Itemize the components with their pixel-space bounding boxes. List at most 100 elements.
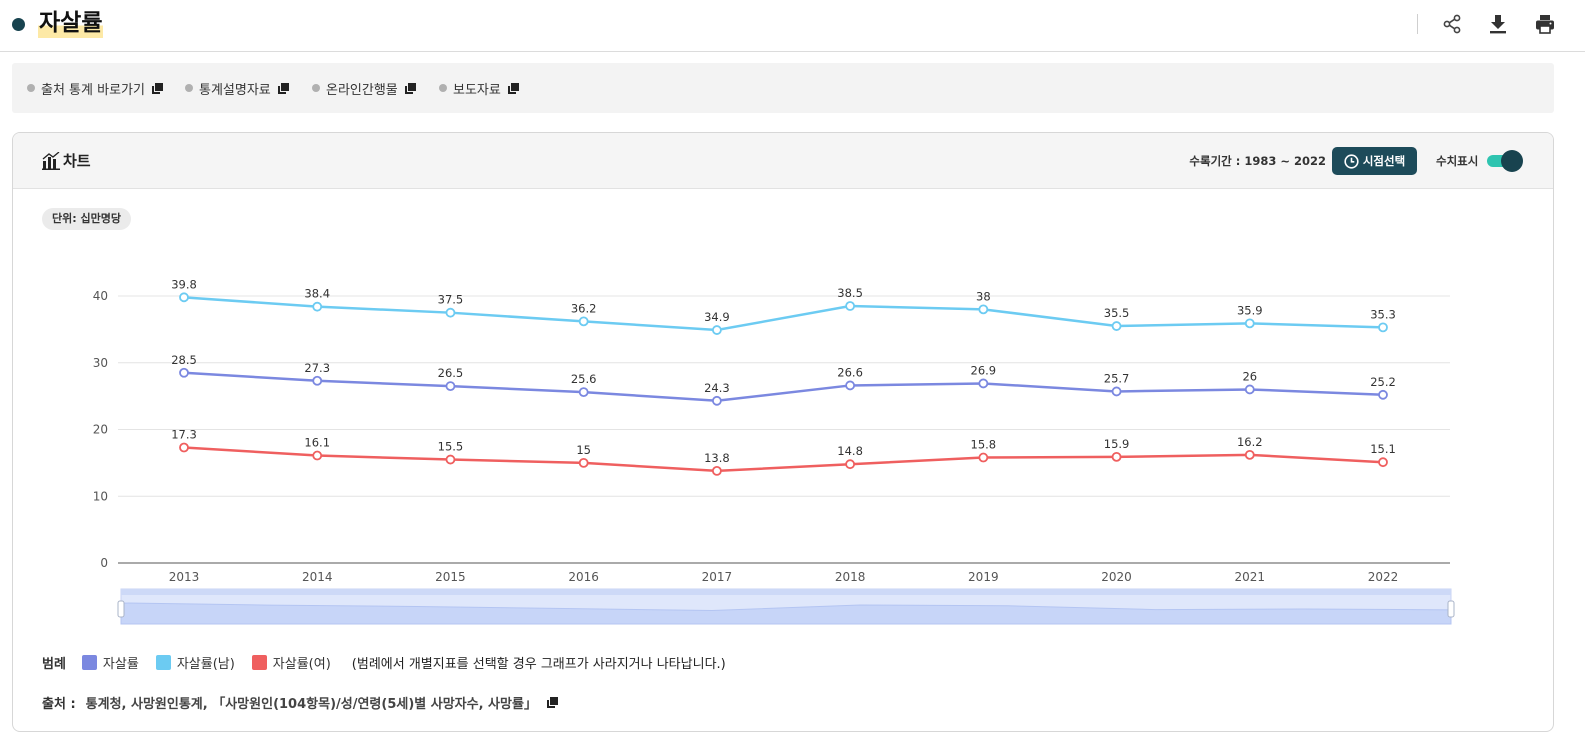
print-button[interactable] bbox=[1533, 12, 1557, 36]
data-point bbox=[1244, 318, 1255, 329]
data-point bbox=[711, 325, 722, 335]
data-label: 35.5 bbox=[1104, 306, 1130, 320]
series-line bbox=[183, 446, 1384, 473]
data-point bbox=[1111, 386, 1122, 397]
data-point bbox=[845, 380, 856, 391]
data-label: 26.9 bbox=[971, 363, 997, 377]
chart-panel: 차트 수록기간 : 1983 ~ 2022 시점선택 수치표시 단위: 십만명당… bbox=[12, 132, 1554, 732]
data-point bbox=[445, 307, 456, 318]
legend-swatch bbox=[251, 654, 267, 670]
x-tick-label: 2013 bbox=[169, 570, 200, 584]
external-link-icon bbox=[277, 82, 289, 94]
link-statistics-description[interactable]: 통계설명자료 bbox=[185, 80, 289, 98]
data-point bbox=[578, 316, 589, 327]
data-label: 35.9 bbox=[1237, 303, 1263, 317]
link-source-statistics[interactable]: 출처 통계 바로가기 bbox=[27, 80, 163, 98]
data-point bbox=[1111, 451, 1122, 462]
value-display-toggle[interactable] bbox=[1487, 150, 1525, 172]
data-label: 38.5 bbox=[837, 286, 863, 300]
data-label: 16.1 bbox=[304, 436, 330, 450]
y-tick-label: 20 bbox=[93, 423, 108, 437]
data-point bbox=[845, 459, 856, 470]
time-select-button[interactable]: 시점선택 bbox=[1332, 147, 1417, 175]
x-tick-label: 2016 bbox=[568, 570, 599, 584]
data-label: 37.5 bbox=[438, 293, 464, 307]
y-tick-label: 0 bbox=[100, 556, 108, 570]
line-chart: 0 10 20 30 40 2013 2014 2015 2016 2017 2018 2019 202… bbox=[93, 277, 1455, 625]
chart-panel-header: 차트 수록기간 : 1983 ~ 2022 시점선택 수치표시 bbox=[13, 133, 1553, 189]
source-title: 출처 : bbox=[42, 696, 76, 712]
legend-note: (범례에서 개별지표를 선택할 경우 그래프가 사라지거나 나타납니다.) bbox=[351, 656, 726, 672]
data-point bbox=[978, 452, 989, 463]
range-handle-right[interactable] bbox=[1447, 600, 1455, 618]
y-tick-label: 10 bbox=[93, 489, 108, 503]
source-text: 통계청, 사망원인통계, 「사망원인(104항목)/성/연령(5세)별 사망자수… bbox=[85, 696, 537, 712]
data-label: 25.2 bbox=[1370, 375, 1396, 389]
data-point bbox=[1244, 449, 1255, 460]
y-tick-label: 40 bbox=[93, 289, 108, 303]
link-press-release[interactable]: 보도자료 bbox=[439, 80, 519, 98]
data-label: 25.6 bbox=[571, 372, 597, 386]
bar-chart-icon bbox=[42, 152, 60, 170]
data-point bbox=[711, 395, 722, 406]
data-label: 15.5 bbox=[438, 440, 464, 454]
series-line bbox=[183, 296, 1384, 332]
data-point bbox=[978, 304, 989, 315]
data-label: 35.3 bbox=[1370, 307, 1396, 321]
x-tick-label: 2014 bbox=[302, 570, 333, 584]
external-link-icon bbox=[507, 82, 519, 94]
data-point bbox=[1378, 322, 1388, 333]
clock-icon bbox=[1344, 153, 1359, 169]
legend-item-suicide-rate-male[interactable]: 자살률(남) bbox=[155, 653, 235, 672]
legend-label: 자살률(여) bbox=[272, 656, 331, 672]
legend-label: 자살률 bbox=[102, 656, 139, 672]
range-navigator-top-bar bbox=[121, 589, 1451, 595]
data-point bbox=[711, 465, 722, 476]
link-online-publication[interactable]: 온라인간행물 bbox=[312, 80, 416, 98]
data-point bbox=[978, 378, 989, 389]
data-label: 25.7 bbox=[1104, 371, 1130, 385]
period-label: 수록기간 : 1983 ~ 2022 bbox=[1189, 154, 1326, 168]
data-label: 39.8 bbox=[171, 277, 197, 291]
data-point bbox=[445, 381, 456, 392]
data-point bbox=[445, 454, 456, 465]
data-point bbox=[578, 387, 589, 398]
panel-title: 차트 bbox=[63, 152, 91, 170]
related-links-bar: 출처 통계 바로가기 통계설명자료 온라인간행물 보도자료 bbox=[12, 63, 1554, 113]
data-point bbox=[179, 367, 189, 378]
external-link-icon[interactable] bbox=[546, 696, 558, 708]
data-label: 34.9 bbox=[704, 310, 730, 324]
share-button[interactable] bbox=[1440, 12, 1464, 36]
external-link-icon bbox=[151, 82, 163, 94]
link-label: 출처 통계 바로가기 bbox=[41, 82, 145, 98]
divider bbox=[1417, 14, 1418, 34]
y-tick-label: 30 bbox=[93, 356, 108, 370]
data-label: 16.2 bbox=[1237, 435, 1263, 449]
legend: 범례 자살률 자살률(남) 자살률(여) (범례에서 개별지표를 선택할 경우 … bbox=[42, 652, 726, 672]
range-handle-left[interactable] bbox=[117, 600, 125, 618]
legend-item-suicide-rate[interactable]: 자살률 bbox=[81, 653, 139, 672]
data-point bbox=[312, 450, 323, 461]
data-label: 13.8 bbox=[704, 451, 730, 465]
unit-badge: 단위: 십만명당 bbox=[42, 208, 131, 230]
x-tick-label: 2019 bbox=[968, 570, 999, 584]
data-point bbox=[312, 301, 323, 312]
link-label: 통계설명자료 bbox=[199, 82, 271, 98]
download-button[interactable] bbox=[1486, 12, 1510, 36]
x-tick-label: 2015 bbox=[435, 570, 466, 584]
external-link-icon bbox=[404, 82, 416, 94]
data-label: 26 bbox=[1242, 369, 1257, 383]
data-point bbox=[578, 457, 589, 468]
title-bullet bbox=[12, 18, 25, 31]
bullet bbox=[185, 84, 193, 92]
data-label: 36.2 bbox=[571, 301, 597, 315]
data-point bbox=[179, 442, 189, 453]
bullet bbox=[312, 84, 320, 92]
data-point bbox=[179, 292, 189, 303]
data-label: 14.8 bbox=[837, 444, 863, 458]
share-icon bbox=[1443, 14, 1461, 34]
legend-item-suicide-rate-female[interactable]: 자살률(여) bbox=[251, 653, 331, 672]
top-bar: 자살률 bbox=[0, 0, 1585, 52]
link-label: 보도자료 bbox=[453, 82, 501, 98]
x-tick-label: 2020 bbox=[1101, 570, 1132, 584]
